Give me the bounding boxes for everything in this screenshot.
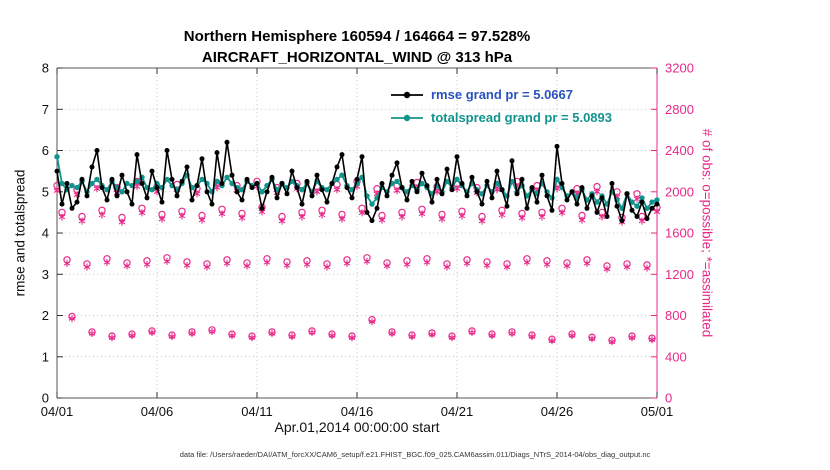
svg-text:1200: 1200 (665, 267, 694, 282)
totalspread-series (54, 154, 660, 211)
x-axis-label: Apr.01,2014 00:00:00 start (274, 419, 440, 435)
svg-text:04/21: 04/21 (441, 404, 474, 419)
svg-text:05/01: 05/01 (641, 404, 674, 419)
svg-text:1600: 1600 (665, 226, 694, 241)
svg-text:04/11: 04/11 (241, 404, 273, 419)
svg-text:400: 400 (665, 349, 687, 364)
svg-text:8: 8 (42, 61, 49, 76)
svg-text:7: 7 (42, 102, 49, 117)
legend-label-totalspread: totalspread grand pr = 5.0893 (431, 110, 612, 125)
right-tick-labels: 0 400 800 1200 1600 2000 2400 2800 3200 (665, 61, 694, 406)
legend-line-sample-totalspread (391, 114, 423, 121)
figure-title: Northern Hemisphere 160594 / 164664 = 97… (57, 26, 657, 68)
svg-text:04/01: 04/01 (41, 404, 74, 419)
tick-marks (56, 67, 658, 399)
svg-text:4: 4 (42, 226, 49, 241)
svg-text:2400: 2400 (665, 143, 694, 158)
left-tick-labels: 0 1 2 3 4 5 6 7 8 (42, 61, 49, 406)
legend-label-rmse: rmse grand pr = 5.0667 (431, 87, 573, 102)
svg-text:04/16: 04/16 (341, 404, 374, 419)
data-file-footer: data file: /Users/raeder/DAI/ATM_forcXX/… (179, 450, 651, 459)
svg-text:1: 1 (42, 349, 49, 364)
svg-text:6: 6 (42, 143, 49, 158)
svg-text:5: 5 (42, 184, 49, 199)
x-tick-labels: 04/01 04/06 04/11 04/16 04/21 04/26 05/01 (41, 404, 674, 419)
rmse-series (54, 139, 660, 224)
svg-text:800: 800 (665, 308, 687, 323)
legend-item-totalspread: totalspread grand pr = 5.0893 (390, 106, 612, 129)
legend: rmse grand pr = 5.0667 totalspread grand … (390, 83, 612, 129)
svg-text:04/26: 04/26 (541, 404, 574, 419)
right-axis-label: # of obs: o=possible; *=assimilated (699, 128, 715, 338)
svg-text:0: 0 (42, 391, 49, 406)
legend-line-sample-rmse (391, 91, 423, 98)
svg-text:04/06: 04/06 (141, 404, 174, 419)
svg-text:3: 3 (42, 267, 49, 282)
left-axis-label: rmse and totalspread (12, 169, 28, 297)
legend-item-rmse: rmse grand pr = 5.0667 (390, 83, 612, 106)
figure-title-line2: AIRCRAFT_HORIZONTAL_WIND @ 313 hPa (201, 49, 513, 66)
figure-title-line1: Northern Hemisphere 160594 / 164664 = 97… (183, 28, 531, 45)
svg-text:3200: 3200 (665, 61, 694, 76)
svg-text:2000: 2000 (665, 184, 694, 199)
svg-text:2800: 2800 (665, 102, 694, 117)
svg-text:2: 2 (42, 308, 49, 323)
svg-text:0: 0 (665, 391, 672, 406)
